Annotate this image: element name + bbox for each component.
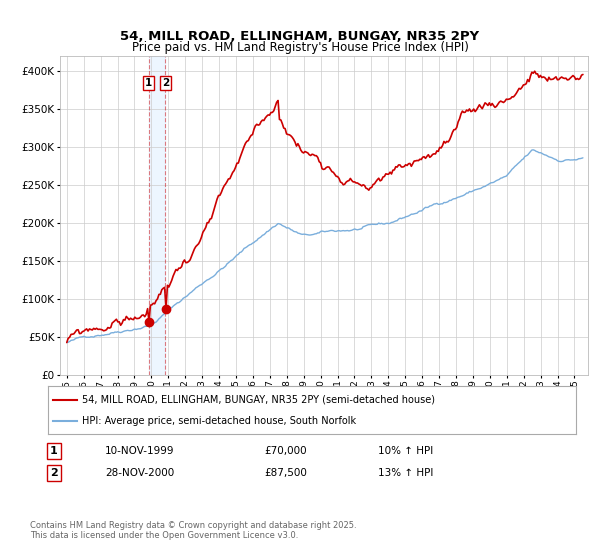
Text: Contains HM Land Registry data © Crown copyright and database right 2025.
This d: Contains HM Land Registry data © Crown c… [30,521,356,540]
Text: HPI: Average price, semi-detached house, South Norfolk: HPI: Average price, semi-detached house,… [82,416,356,426]
Text: 28-NOV-2000: 28-NOV-2000 [105,468,174,478]
Text: 1: 1 [145,78,152,87]
Text: 13% ↑ HPI: 13% ↑ HPI [378,468,433,478]
Bar [149,56,166,375]
Text: 54, MILL ROAD, ELLINGHAM, BUNGAY, NR35 2PY: 54, MILL ROAD, ELLINGHAM, BUNGAY, NR35 2… [121,30,479,43]
Text: £87,500: £87,500 [264,468,307,478]
Text: 10% ↑ HPI: 10% ↑ HPI [378,446,433,456]
Text: Price paid vs. HM Land Registry's House Price Index (HPI): Price paid vs. HM Land Registry's House … [131,41,469,54]
Text: 2: 2 [162,78,169,87]
Text: 1: 1 [50,446,58,456]
Text: 2: 2 [50,468,58,478]
Text: £70,000: £70,000 [264,446,307,456]
Text: 10-NOV-1999: 10-NOV-1999 [105,446,175,456]
Text: 54, MILL ROAD, ELLINGHAM, BUNGAY, NR35 2PY (semi-detached house): 54, MILL ROAD, ELLINGHAM, BUNGAY, NR35 2… [82,395,436,405]
